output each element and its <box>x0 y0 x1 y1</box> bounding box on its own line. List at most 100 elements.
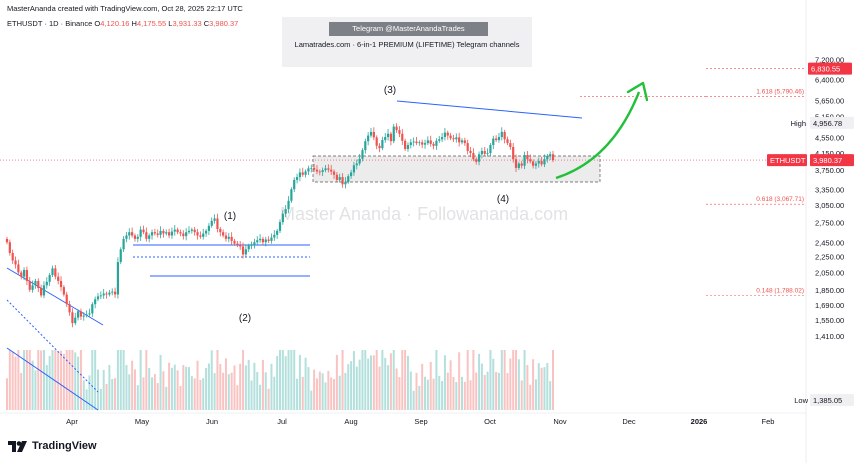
close-label: C <box>203 19 210 28</box>
tradingview-wordmark: TradingView <box>32 440 97 452</box>
candle-body <box>367 135 370 142</box>
candle-body <box>523 155 526 166</box>
volume-bar <box>517 359 520 410</box>
candle-body <box>477 154 481 162</box>
low-value: 3,931.33 <box>172 19 202 28</box>
volume-bar <box>475 372 478 410</box>
candle-body <box>8 242 11 253</box>
candle-body <box>551 154 555 161</box>
price-tick-label: 3,350.00 <box>815 185 844 194</box>
volume-bar <box>421 363 424 410</box>
symbol-line[interactable]: ETHUSDT · 1D · Binance <box>7 19 93 28</box>
volume-bar <box>34 370 37 410</box>
volume-bar <box>259 384 262 410</box>
candle-body <box>34 280 37 286</box>
candle-body <box>68 304 71 313</box>
volume-bar <box>108 365 111 410</box>
volume-bar <box>14 356 17 410</box>
low-tag-bg <box>810 394 854 406</box>
volume-bar <box>404 350 407 410</box>
tradingview-brand[interactable]: TradingView <box>8 440 97 452</box>
volume-bar <box>463 381 466 410</box>
candle-body <box>150 232 154 236</box>
telegram-badge[interactable]: Telegram @MasterAnandaTrades <box>329 22 488 36</box>
candle-body <box>503 131 506 140</box>
volume-bar <box>17 350 20 410</box>
price-tick-label: 2,750.00 <box>815 219 844 228</box>
candle-body <box>5 238 9 243</box>
volume-bar <box>60 350 63 410</box>
high-label: H <box>131 19 137 28</box>
price-axis: 7,200.006,400.005,650.005,150.004,550.00… <box>805 0 844 463</box>
volume-bar <box>85 389 88 410</box>
candle-body <box>486 153 489 154</box>
candle-body <box>321 170 324 172</box>
candle-body <box>219 228 222 233</box>
candle-body <box>31 285 34 290</box>
candle-body <box>404 140 407 149</box>
candle-body <box>261 238 265 243</box>
volume-bar <box>347 364 350 410</box>
volume-bar <box>207 363 210 410</box>
candle-body <box>99 295 102 297</box>
volume-bar <box>190 376 193 410</box>
volume-bar <box>122 350 125 410</box>
volume-bar <box>153 374 156 410</box>
volume-bar <box>324 382 327 410</box>
candle-body <box>352 165 356 173</box>
price-tick-label: 3,750.00 <box>815 166 844 175</box>
candle-body <box>310 167 313 169</box>
candle-body <box>466 143 469 151</box>
candle-body <box>102 293 105 296</box>
price-tick-label: 6,400.00 <box>815 76 844 85</box>
candle-body <box>156 233 159 235</box>
volume-bar <box>335 354 338 410</box>
volume-bar <box>534 379 537 410</box>
volume-bar <box>151 377 154 410</box>
volume-bar <box>398 377 401 410</box>
time-tick-label: Dec <box>622 417 636 426</box>
down-channel-lower <box>6 347 99 411</box>
volume-bar <box>497 372 500 410</box>
volume-bar <box>148 368 151 410</box>
volume-bar <box>94 350 97 410</box>
volume-bar <box>176 370 179 410</box>
candle-body <box>344 181 347 185</box>
volume-bar <box>330 377 333 410</box>
candle-body <box>113 291 117 295</box>
wave-label: (1) <box>224 211 236 222</box>
candle-body <box>449 135 452 139</box>
candle-body <box>361 150 364 159</box>
candle-body <box>395 126 398 131</box>
candle-body <box>304 171 307 175</box>
candle-body <box>301 172 304 175</box>
volume-bar <box>424 376 427 410</box>
candle-body <box>85 314 88 316</box>
volume-bar <box>406 355 409 410</box>
volume-bar <box>515 350 518 410</box>
candle-body <box>236 243 239 245</box>
low-tag-text: 1,385.05 <box>813 396 842 405</box>
candle-body <box>492 138 495 146</box>
candle-body <box>139 229 142 237</box>
candle-body <box>250 244 253 246</box>
time-tick-label: Aug <box>344 417 357 426</box>
open-value: 4,120.16 <box>100 19 130 28</box>
time-tick-label: 2026 <box>691 417 708 426</box>
candle-body <box>537 160 540 164</box>
volume-bar <box>478 353 481 410</box>
candle-body <box>341 177 344 185</box>
price-tick-label: 1,690.00 <box>815 301 844 310</box>
volume-bar <box>102 369 105 410</box>
candle-body <box>534 163 538 166</box>
volume-bar <box>452 377 455 410</box>
volume-bar <box>466 350 469 410</box>
volume-bar <box>193 378 196 410</box>
candle-body <box>91 304 94 314</box>
volume-bar <box>529 384 532 410</box>
candle-body <box>199 235 202 237</box>
time-tick-label: Sep <box>414 417 427 426</box>
symbol-tag-bg <box>767 154 807 167</box>
candle-body <box>94 299 97 305</box>
